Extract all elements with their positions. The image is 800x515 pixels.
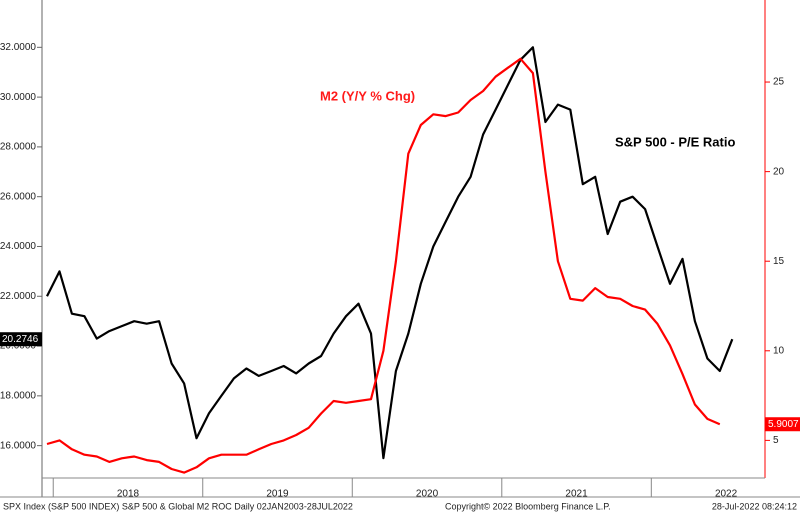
y-tick-label: 26.0000 xyxy=(0,191,36,202)
x-tick-label: 2018 xyxy=(117,489,140,500)
y-tick-label: 24.0000 xyxy=(0,241,36,252)
series-line xyxy=(46,46,734,460)
x-tick-label: 2022 xyxy=(715,489,738,500)
y2-tick-label: 15 xyxy=(773,256,785,267)
y2-tick-label: 20 xyxy=(773,166,785,177)
footer-text: SPX Index (S&P 500 INDEX) S&P 500 & Glob… xyxy=(3,501,353,511)
y-tick-label: 22.0000 xyxy=(0,291,36,302)
y2-tick-label: 10 xyxy=(773,345,785,356)
y-tick-label: 28.0000 xyxy=(0,142,36,153)
x-tick-label: 2020 xyxy=(416,489,439,500)
last-value-badge xyxy=(0,332,42,347)
y-tick-label: 30.0000 xyxy=(0,92,36,103)
y-tick-label: 18.0000 xyxy=(0,390,36,401)
last-value-label: 5.9007 xyxy=(768,419,799,430)
x-tick-label: 2021 xyxy=(565,489,588,500)
last-value-badge xyxy=(765,417,800,432)
x-tick-label: 2019 xyxy=(266,489,289,500)
y-tick-label: 32.0000 xyxy=(0,42,36,53)
y2-tick-label: 25 xyxy=(773,77,785,88)
y2-tick-label: 5 xyxy=(773,435,779,446)
y-tick-label: 16.0000 xyxy=(0,440,36,451)
series-line xyxy=(46,57,721,474)
footer-text: 28-Jul-2022 08:24:12 xyxy=(712,501,797,511)
last-value-label: 20.2746 xyxy=(2,334,39,345)
annotation: S&P 500 - P/E Ratio xyxy=(615,134,735,149)
footer-text: Copyright© 2022 Bloomberg Finance L.P. xyxy=(445,501,611,511)
annotation: M2 (Y/Y % Chg) xyxy=(320,88,415,103)
